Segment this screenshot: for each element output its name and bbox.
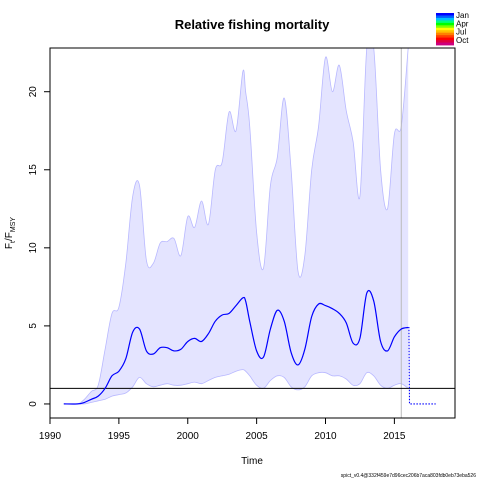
x-axis-label: Time xyxy=(241,456,263,467)
legend-label: Apr xyxy=(456,19,469,28)
legend-color-swatch xyxy=(436,15,454,19)
legend-color-swatch xyxy=(436,27,454,31)
plot-area xyxy=(50,47,455,418)
legend-color-swatch xyxy=(436,35,454,39)
x-tick-label: 1990 xyxy=(39,431,62,442)
x-tick-label: 2005 xyxy=(246,431,269,442)
lower-ci-line xyxy=(63,369,409,405)
footer-version: spict_v0.4@332f459e7d96cec206b7aca803fdb… xyxy=(341,473,476,479)
y-tick-label: 20 xyxy=(28,86,39,98)
legend-label: Jul xyxy=(456,28,466,37)
chart-title: Relative fishing mortality xyxy=(175,17,330,32)
x-tick-label: 2000 xyxy=(177,431,200,442)
y-axis-label-main: F xyxy=(4,243,15,249)
legend-color-swatch xyxy=(436,40,454,43)
y-axis: 0 5 10 15 20 xyxy=(28,86,51,407)
x-axis: 1990 1995 2000 2005 2010 2015 xyxy=(39,417,406,442)
legend-label: Oct xyxy=(456,36,469,45)
confidence-band xyxy=(63,48,409,405)
y-axis-label-sub1: t xyxy=(10,241,17,243)
y-axis-label-mid: /F xyxy=(4,232,15,241)
legend-color-swatch xyxy=(436,17,454,21)
legend-color-swatch xyxy=(436,37,454,41)
legend-color-swatch xyxy=(436,42,454,46)
prediction-line xyxy=(408,326,436,405)
x-tick-label: 2015 xyxy=(383,431,406,442)
legend-color-swatch xyxy=(436,22,454,26)
y-tick-label: 0 xyxy=(28,401,39,407)
legend-color-swatch xyxy=(436,20,454,24)
y-axis-label: Ft/FMSY xyxy=(4,217,17,249)
x-tick-label: 2010 xyxy=(314,431,337,442)
legend-color-swatch xyxy=(436,32,454,36)
y-axis-label-sub2: MSY xyxy=(10,217,17,233)
legend-color-swatch xyxy=(436,25,454,29)
y-tick-label: 15 xyxy=(28,164,39,176)
y-tick-label: 5 xyxy=(28,323,39,329)
estimate-line xyxy=(63,289,409,405)
legend-color-swatch xyxy=(436,30,454,34)
upper-ci-line xyxy=(63,47,409,405)
legend-color-swatch xyxy=(436,13,454,16)
y-tick-label: 10 xyxy=(28,242,39,254)
legend-label: Jan xyxy=(456,11,469,20)
x-tick-label: 1995 xyxy=(108,431,131,442)
